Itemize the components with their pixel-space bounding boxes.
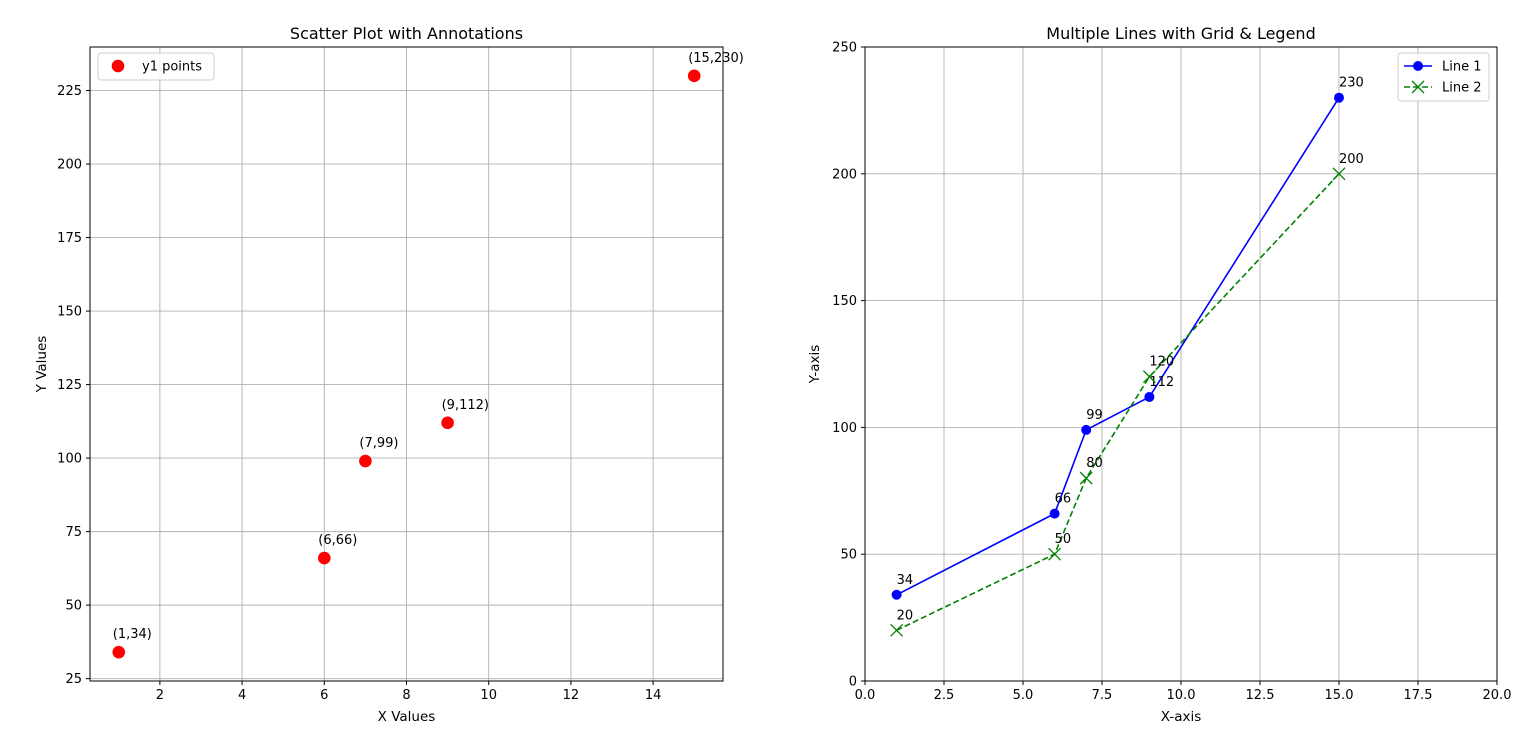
x-tick-label: 12	[563, 688, 580, 703]
y-tick-label: 25	[65, 672, 82, 687]
annotation-label: (9,112)	[442, 398, 489, 413]
x-tick-label: 7.5	[1092, 688, 1113, 703]
annotation-label: (7,99)	[359, 436, 398, 451]
x-tick-label: 12.5	[1246, 688, 1275, 703]
x-tick-label: 6	[320, 688, 328, 703]
x-tick-label: 4	[238, 688, 246, 703]
y-tick-label: 125	[57, 378, 82, 393]
chart-title: Multiple Lines with Grid & Legend	[1046, 24, 1315, 43]
data-point	[1332, 167, 1346, 181]
x-tick-label: 10.0	[1167, 688, 1196, 703]
data-point	[1334, 92, 1344, 103]
chart-title: Scatter Plot with Annotations	[290, 24, 523, 43]
grid-lines	[90, 47, 723, 681]
x-axis-label: X Values	[378, 709, 436, 725]
legend-marker	[111, 59, 125, 73]
y-tick-label: 150	[57, 305, 82, 320]
y-tick-label: 50	[840, 548, 857, 563]
y-tick-label: 250	[832, 41, 857, 56]
x-tick-label: 10	[480, 688, 497, 703]
data-point	[1081, 424, 1092, 435]
data-point	[359, 454, 372, 468]
legend-box	[97, 52, 215, 81]
scatter-chart: 2 4 6 8 10 12 14 25 50 75 100 125 150 175 200 225 (1,34)…	[34, 24, 744, 725]
annotation-label: (1,34)	[113, 627, 152, 642]
series-1: 34 66 99 112 230	[891, 76, 1364, 600]
data-label: 34	[897, 573, 914, 588]
legend: y1 points	[97, 52, 215, 81]
y-tick-label: 175	[57, 231, 82, 246]
ticks: 0.0 2.5 5.0 7.5 10.0 12.5 15.0 17.5 20.0 0 50 100 15…	[832, 41, 1511, 704]
data-point	[687, 69, 701, 83]
data-point	[441, 416, 454, 430]
y-tick-label: 225	[57, 84, 82, 99]
data-point	[891, 589, 902, 600]
data-point	[317, 551, 331, 565]
x-tick-label: 0.0	[855, 688, 876, 703]
data-point	[112, 645, 126, 659]
data-label: 66	[1055, 492, 1072, 507]
legend-marker	[1411, 80, 1425, 94]
y-tick-label: 100	[832, 421, 857, 436]
y-tick-label: 200	[57, 158, 82, 173]
x-tick-label: 14	[645, 688, 662, 703]
y-tick-label: 150	[832, 294, 857, 309]
x-tick-label: 2.5	[934, 688, 955, 703]
data-label: 80	[1086, 456, 1103, 471]
axes-frame	[864, 46, 1498, 682]
ticks: 2 4 6 8 10 12 14 25 50 75 100 125 150 175 200 225	[57, 84, 661, 703]
legend-marker	[1413, 61, 1423, 71]
y-tick-label: 200	[832, 167, 857, 182]
x-tick-label: 2	[156, 688, 164, 703]
data-point	[1048, 547, 1062, 561]
data-point	[1049, 508, 1060, 519]
axes-frame	[89, 46, 724, 682]
y-axis-label: Y-axis	[807, 345, 823, 385]
legend-label: Line 2	[1442, 81, 1482, 96]
data-label: 230	[1339, 76, 1364, 91]
legend: Line 1 Line 2	[1397, 52, 1490, 102]
x-tick-label: 8	[402, 688, 410, 703]
series-1	[112, 69, 701, 659]
y-axis-label: Y Values	[34, 336, 50, 394]
x-tick-label: 20.0	[1483, 688, 1512, 703]
data-label: 120	[1149, 355, 1174, 370]
data-point	[1079, 471, 1093, 485]
series-2: 20 50 80 120 200	[890, 152, 1364, 637]
x-tick-label: 17.5	[1404, 688, 1433, 703]
y-tick-label: 75	[65, 525, 82, 540]
data-point	[1142, 370, 1156, 384]
y-tick-label: 50	[65, 599, 82, 614]
data-label: 20	[897, 608, 914, 623]
data-label: 200	[1339, 152, 1364, 167]
annotation-label: (6,66)	[318, 533, 357, 548]
legend-label: Line 1	[1442, 60, 1482, 75]
data-point	[890, 623, 904, 637]
data-label: 99	[1086, 408, 1103, 423]
legend-label: y1 points	[142, 60, 202, 75]
x-tick-label: 15.0	[1325, 688, 1354, 703]
y-tick-label: 100	[57, 452, 82, 467]
data-label: 112	[1149, 375, 1174, 390]
data-label: 50	[1055, 532, 1072, 547]
line-chart: 0.0 2.5 5.0 7.5 10.0 12.5 15.0 17.5 20.0 0 50 100 15…	[807, 24, 1511, 725]
y-tick-label: 0	[849, 675, 857, 690]
x-axis-label: X-axis	[1161, 709, 1202, 725]
annotation-label: (15,230)	[688, 51, 744, 66]
x-tick-label: 5.0	[1013, 688, 1034, 703]
data-point	[1144, 391, 1155, 402]
annotations: (1,34) (6,66) (7,99) (9,112) (15,230)	[113, 51, 744, 642]
